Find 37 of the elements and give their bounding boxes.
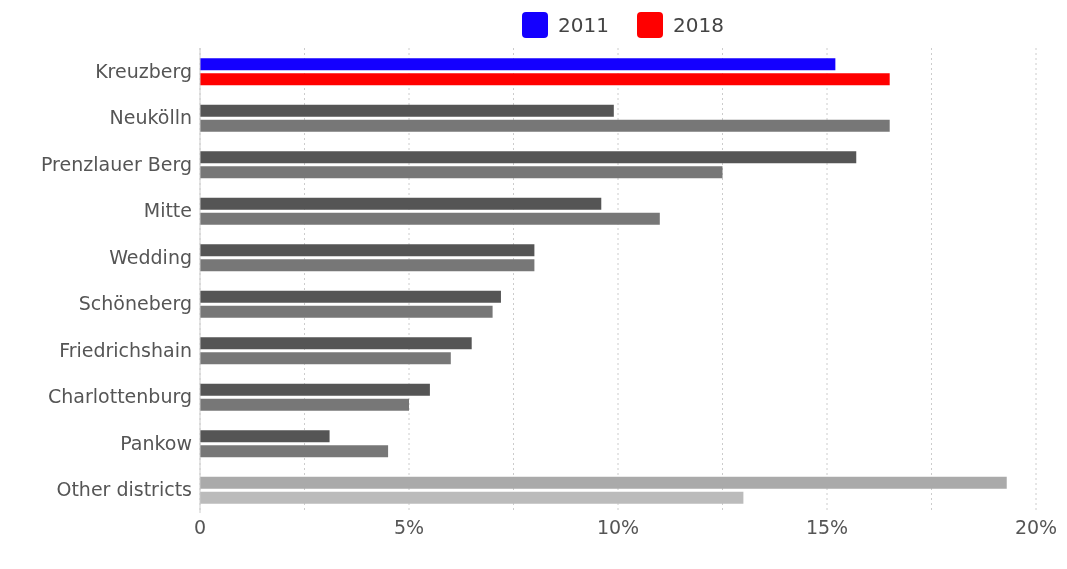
bar [200, 259, 535, 272]
bar [200, 383, 430, 396]
y-tick-label: Other districts [56, 478, 192, 501]
bar [200, 398, 409, 411]
bar [200, 244, 535, 257]
bar [200, 119, 890, 132]
y-tick-label: Mitte [143, 199, 192, 222]
legend-label: 2018 [673, 13, 724, 37]
bar [200, 337, 472, 350]
bar [200, 58, 836, 71]
bar [200, 352, 451, 365]
y-tick-label: Neukölln [109, 106, 192, 129]
x-tick-label: 20% [1014, 516, 1058, 539]
y-tick-label: Wedding [109, 245, 192, 268]
x-tick-label: 15% [805, 516, 849, 539]
bar [200, 290, 501, 303]
y-tick-label: Charlottenburg [48, 385, 192, 408]
y-tick-label: Kreuzberg [95, 59, 192, 82]
bar [200, 445, 389, 458]
bar [200, 166, 723, 179]
bar [200, 491, 744, 504]
y-tick-label: Schöneberg [78, 292, 192, 315]
y-tick-label: Pankow [120, 431, 192, 454]
x-tick-label: 0 [193, 516, 207, 539]
bar [200, 212, 660, 225]
bar [200, 151, 857, 164]
y-tick-label: Friedrichshain [59, 338, 192, 361]
bar [200, 73, 890, 86]
y-tick-label: Prenzlauer Berg [41, 152, 192, 175]
bar [200, 430, 330, 443]
bar [200, 104, 614, 117]
legend-label: 2011 [558, 13, 609, 37]
bar [200, 197, 602, 210]
x-tick-label: 10% [596, 516, 640, 539]
x-tick-label: 5% [393, 516, 425, 539]
bar [200, 476, 1007, 489]
bar [200, 305, 493, 318]
